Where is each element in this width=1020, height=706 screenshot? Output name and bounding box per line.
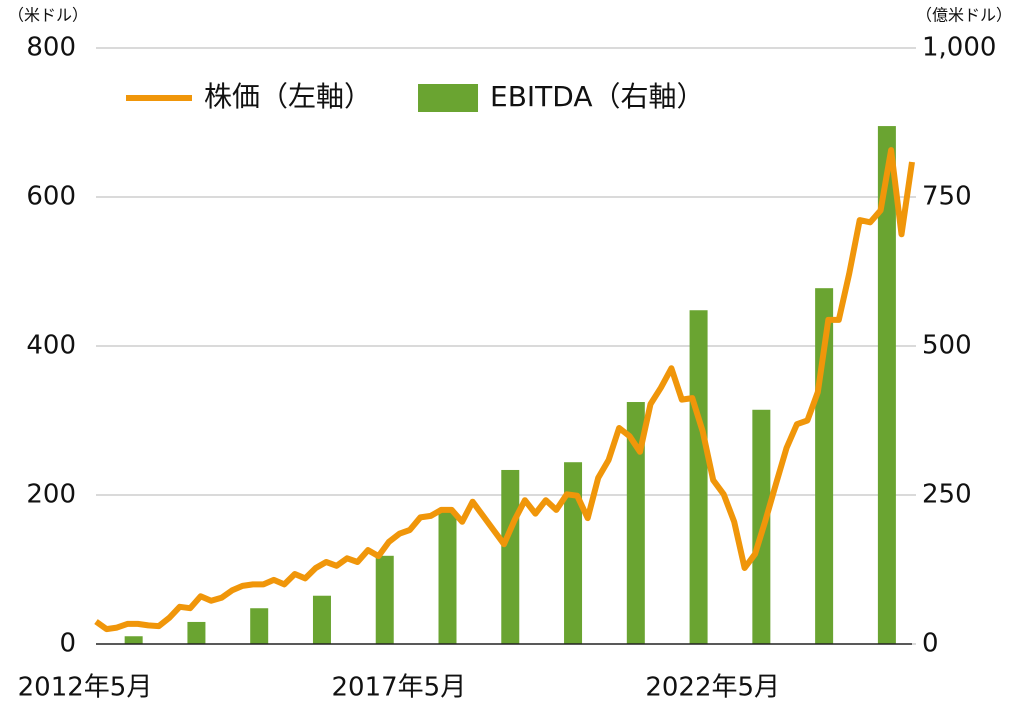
y2-tick-label: 1,000 <box>922 33 996 63</box>
y-tick-label: 200 <box>26 480 76 510</box>
y2-tick-label: 500 <box>922 331 972 361</box>
y-unit: （米ドル） <box>8 6 88 25</box>
bar <box>187 621 206 644</box>
x-tick-label: 2022年5月 <box>645 673 780 703</box>
bar <box>564 462 583 644</box>
y2-tick-label: 0 <box>922 629 939 659</box>
legend-label: EBITDA（右軸） <box>490 80 705 113</box>
bar <box>501 469 520 644</box>
price-line <box>94 147 915 633</box>
legend-label: 株価（左軸） <box>204 80 372 113</box>
bar <box>124 636 143 644</box>
bar <box>250 608 269 644</box>
bar <box>312 595 331 644</box>
y2-tick-label: 750 <box>922 182 972 212</box>
y2-unit: （億米ドル） <box>916 6 1012 25</box>
bar <box>877 126 896 645</box>
y-tick-label: 800 <box>26 33 76 63</box>
legend-swatch <box>418 84 479 112</box>
bar <box>375 555 394 644</box>
y-tick-label: 0 <box>59 629 76 659</box>
bar <box>438 512 457 644</box>
y-tick-label: 400 <box>26 331 76 361</box>
y2-tick-label: 250 <box>922 480 972 510</box>
bar <box>626 402 645 644</box>
x-tick-label: 2017年5月 <box>331 673 466 703</box>
bar <box>689 310 708 644</box>
x-tick-label: 2012年5月 <box>18 673 153 703</box>
y-tick-label: 600 <box>26 182 76 212</box>
